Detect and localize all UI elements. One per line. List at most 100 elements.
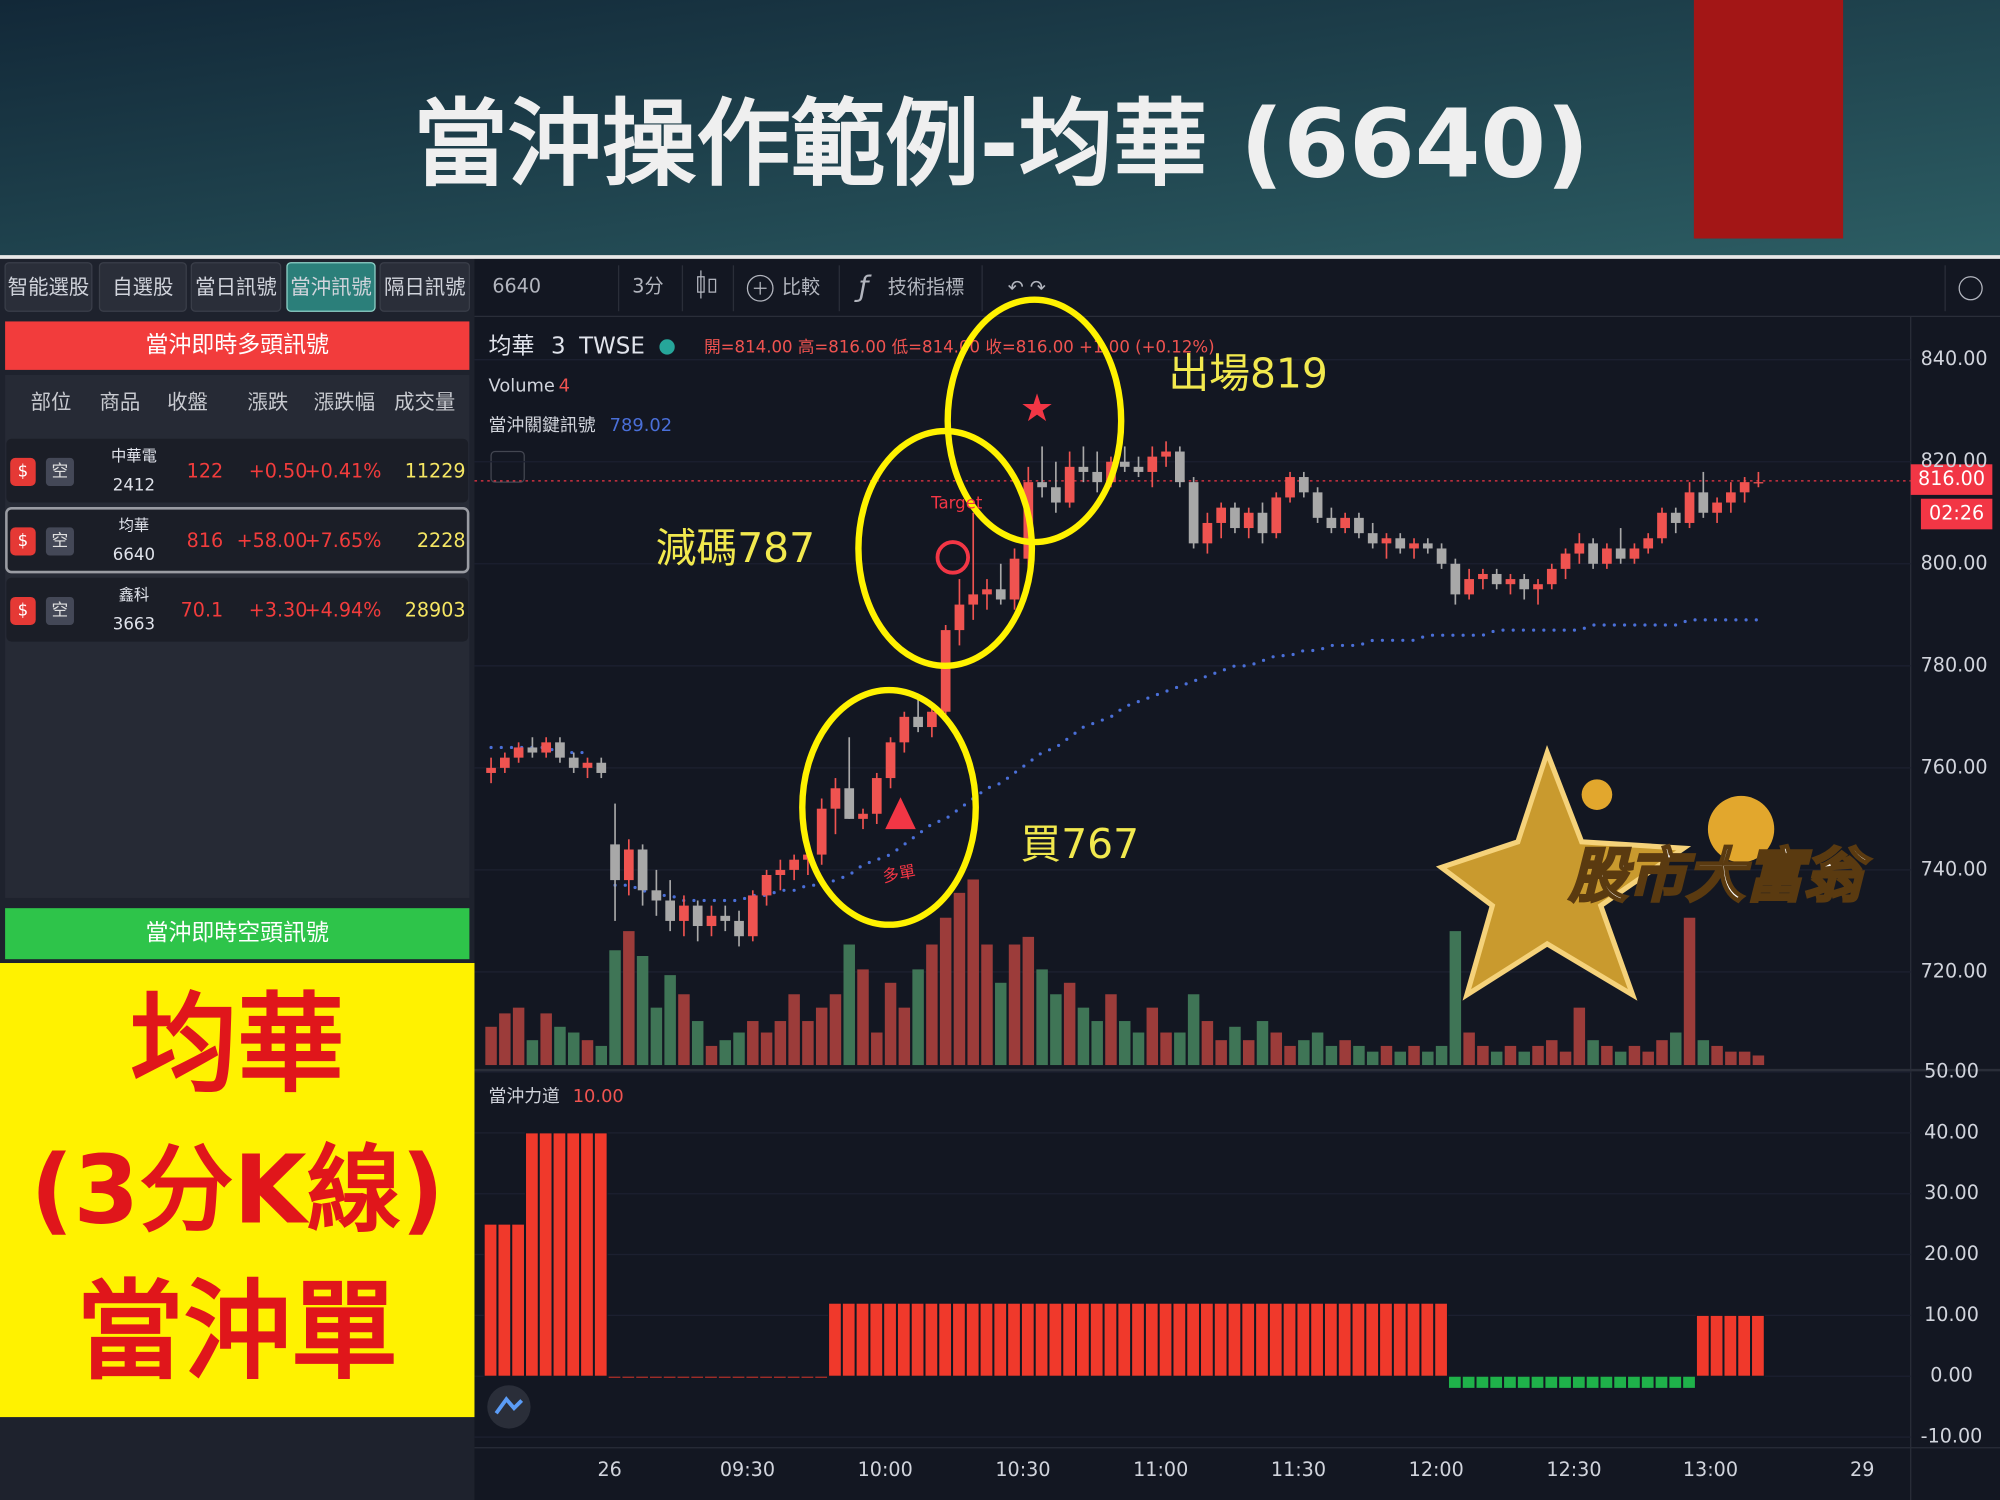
side: 空	[52, 461, 69, 480]
power-bar	[1337, 1302, 1352, 1377]
power-bar	[1434, 1302, 1448, 1377]
candle-body	[789, 859, 799, 870]
power-value: 10.00	[573, 1086, 624, 1107]
tab-label[interactable]: 隔日訊號	[384, 275, 466, 299]
candle-body	[679, 905, 689, 921]
candle-body	[1712, 502, 1722, 513]
exit-marker: ★	[1020, 386, 1054, 431]
volume-bar	[567, 1032, 580, 1066]
callout-box	[0, 963, 475, 1418]
volume-bar	[981, 944, 993, 1066]
tab-label[interactable]: 當日訊號	[195, 275, 277, 299]
candle-body	[1533, 584, 1543, 590]
candle-body	[1230, 507, 1240, 529]
side-box	[45, 457, 74, 486]
candle-body	[1243, 512, 1254, 529]
collapse-button[interactable]	[490, 450, 525, 483]
power-bar	[525, 1132, 539, 1377]
slide-title: 當沖操作範例-均華 (6640)	[413, 89, 1589, 199]
volume-bar	[1738, 1051, 1751, 1066]
tab-label[interactable]: 智能選股	[8, 275, 90, 299]
power-bar	[1668, 1375, 1683, 1389]
volume-bar	[1463, 1032, 1475, 1066]
candle-body	[596, 762, 607, 773]
toolbar-interval[interactable]: 3分	[632, 274, 663, 297]
power-bar	[910, 1302, 925, 1377]
candle-body	[513, 747, 524, 758]
volume-bar	[1201, 1021, 1214, 1066]
candle-body	[610, 844, 620, 881]
candle-body	[1409, 543, 1419, 549]
tab[interactable]	[190, 262, 282, 312]
power-bar	[828, 1302, 842, 1377]
power-bar	[580, 1132, 594, 1377]
power-bar	[1461, 1375, 1476, 1389]
change: +58.00	[237, 529, 308, 552]
power-bar	[855, 1302, 870, 1377]
tab-label[interactable]: 當沖訊號	[290, 275, 372, 299]
x-tick-label: 11:30	[1271, 1458, 1326, 1481]
power-bar	[786, 1375, 801, 1379]
candle-body	[858, 813, 868, 819]
volume-bar	[829, 994, 842, 1066]
candle-body	[1340, 517, 1350, 529]
row[interactable]	[5, 507, 470, 574]
power-bar	[952, 1302, 966, 1377]
tab[interactable]	[286, 262, 376, 312]
toolbar-indicators[interactable]: 技術指標	[888, 276, 965, 299]
y-tick-label: 0.00	[1930, 1364, 1973, 1387]
tab[interactable]	[98, 262, 187, 312]
close: 816	[187, 529, 224, 552]
candle-body	[899, 716, 910, 743]
volume-bar	[1036, 969, 1048, 1066]
candle-body	[651, 890, 662, 901]
tab-label[interactable]: 自選股	[112, 275, 173, 299]
volume: 28903	[405, 598, 466, 621]
power-bar	[1737, 1314, 1752, 1377]
x-tick-label: 09:30	[720, 1458, 775, 1481]
tab[interactable]	[379, 262, 471, 312]
toolbar-symbol[interactable]: 6640	[492, 274, 541, 297]
row[interactable]	[6, 577, 469, 642]
legend-exchange: TWSE	[578, 333, 645, 359]
stock-code: 6640	[113, 545, 155, 564]
candle-body	[1519, 579, 1530, 590]
volume-bar	[1325, 1045, 1338, 1066]
volume-bar	[802, 1021, 814, 1066]
reduce-note: 減碼787	[656, 524, 815, 572]
power-bar	[1365, 1302, 1380, 1377]
candle-body	[1491, 573, 1502, 585]
tv-logo[interactable]	[487, 1385, 531, 1429]
volume-bar	[1063, 982, 1076, 1066]
volume-bar	[540, 1013, 552, 1066]
candle-body	[1381, 538, 1392, 544]
power-bar	[731, 1375, 746, 1379]
y-tick-label: 50.00	[1924, 1060, 1979, 1083]
exit-note: 出場819	[1168, 349, 1327, 397]
candle-body	[706, 915, 717, 927]
volume-bar	[1091, 1021, 1103, 1066]
price-tag: 816.00	[1918, 467, 1985, 490]
volume-bar	[1711, 1045, 1723, 1066]
power-bar	[621, 1375, 636, 1379]
toolbar-compare[interactable]: 比較	[782, 276, 820, 299]
candle-body	[541, 742, 552, 753]
power-label: 當沖力道	[489, 1086, 561, 1107]
column-header: 商品	[100, 390, 141, 414]
volume-bar	[1559, 1051, 1572, 1066]
column-header: 收盤	[167, 390, 208, 414]
toolbar-dividers	[617, 265, 1946, 312]
candle-body	[692, 905, 703, 927]
power-bar	[648, 1375, 663, 1379]
candle-body	[582, 762, 593, 768]
signal-label: 當沖關鍵訊號	[489, 415, 596, 436]
volume-bar	[1683, 917, 1696, 1066]
stock-code: 2412	[113, 475, 155, 494]
volume-bar	[733, 1032, 745, 1066]
power-bar	[1227, 1302, 1242, 1377]
undo-icon[interactable]: ↶ ↷	[1008, 276, 1046, 299]
row[interactable]	[6, 438, 469, 503]
candle-body	[1064, 466, 1075, 503]
change: +0.50	[249, 459, 308, 482]
tab[interactable]	[4, 262, 93, 312]
